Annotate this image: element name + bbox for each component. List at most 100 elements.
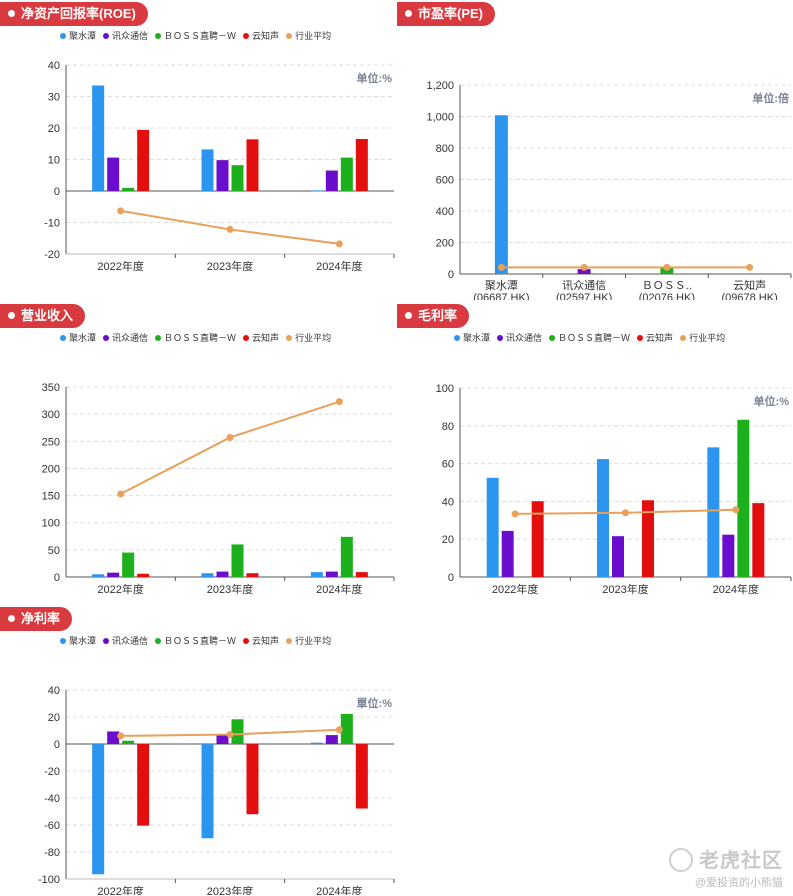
bar (92, 85, 105, 191)
legend-item[interactable]: 云知声 (243, 331, 279, 344)
legend-item[interactable]: 云知声 (243, 634, 279, 647)
legend-item[interactable]: 聚水潭 (454, 331, 490, 344)
x-tick-code: (02076.HK) (639, 292, 695, 300)
legend-item[interactable]: 讯众通信 (103, 331, 148, 344)
legend-item[interactable]: 聚水潭 (60, 331, 96, 344)
roe-title: 净资产回报率(ROE) (21, 6, 136, 21)
bar (722, 534, 735, 577)
legend-label: ＢＯＳＳ直聘－Ｗ (164, 636, 237, 646)
y-tick-label: 0 (54, 739, 60, 751)
y-tick-label: 40 (48, 60, 60, 72)
bar (92, 744, 105, 875)
bar (107, 731, 120, 744)
legend-item[interactable]: ＢＯＳＳ直聘－Ｗ (549, 331, 630, 344)
x-tick-code: (09678.HK) (721, 292, 777, 300)
x-tick-label: 2022年度 (97, 582, 143, 596)
gross-margin-legend: 聚水潭 讯众通信 ＢＯＳＳ直聘－Ｗ 云知声 行业平均 (454, 331, 732, 344)
average-point (117, 490, 125, 498)
legend-item[interactable]: 行业平均 (680, 331, 725, 344)
x-tick-label: 云知声 (733, 278, 766, 292)
y-tick-label: 250 (42, 436, 60, 448)
legend-label: 行业平均 (689, 333, 726, 343)
legend-swatch-icon (103, 334, 110, 341)
x-tick-label: 2024年度 (713, 582, 759, 596)
title-dot-icon (8, 312, 15, 320)
legend-label: 云知声 (252, 333, 280, 343)
y-tick-label: 60 (442, 459, 454, 471)
legend-item[interactable]: ＢＯＳＳ直聘－Ｗ (155, 634, 236, 647)
y-tick-label: 30 (48, 92, 60, 104)
legend-item[interactable]: 云知声 (637, 331, 673, 344)
bar (325, 571, 338, 577)
bar (577, 269, 591, 274)
legend-label: 云知声 (252, 31, 280, 41)
title-dot-icon (8, 615, 15, 623)
legend-item[interactable]: 聚水潭 (60, 29, 96, 42)
bar (216, 160, 229, 191)
bar (246, 139, 259, 191)
y-tick-label: 0 (448, 269, 454, 281)
legend-label: 讯众通信 (112, 636, 149, 646)
y-tick-label: 80 (442, 421, 454, 433)
legend-label: 行业平均 (295, 636, 332, 646)
legend-item[interactable]: 行业平均 (286, 29, 331, 42)
net-margin-legend: 聚水潭 讯众通信 ＢＯＳＳ直聘－Ｗ 云知声 行业平均 (60, 634, 338, 647)
legend-swatch-icon (286, 32, 293, 39)
bar (325, 735, 338, 744)
legend-swatch-icon (549, 334, 556, 341)
watermark: 老虎社区 @爱投资的小熊猫 (669, 844, 783, 890)
legend-item[interactable]: 云知声 (243, 29, 279, 42)
average-point (497, 263, 505, 271)
bar (122, 740, 135, 744)
x-tick-label: 2022年度 (97, 884, 143, 895)
watermark-brand: 老虎社区 (669, 844, 783, 874)
legend-label: 聚水潭 (69, 333, 97, 343)
pe-title-tag: 市盈率(PE) (397, 2, 496, 26)
legend-item[interactable]: ＢＯＳＳ直聘－Ｗ (155, 331, 236, 344)
average-point (226, 433, 234, 441)
x-tick-label: 2024年度 (316, 884, 362, 895)
revenue-legend: 聚水潭 讯众通信 ＢＯＳＳ直聘－Ｗ 云知声 行业平均 (60, 331, 338, 344)
legend-label: ＢＯＳＳ直聘－Ｗ (164, 31, 237, 41)
legend-swatch-icon (454, 334, 460, 341)
average-point (117, 207, 125, 215)
legend-item[interactable]: ＢＯＳＳ直聘－Ｗ (155, 29, 236, 42)
legend-item[interactable]: 聚水潭 (60, 634, 96, 647)
y-tick-label: 0 (54, 186, 60, 198)
legend-item[interactable]: 讯众通信 (497, 331, 542, 344)
bar (137, 129, 150, 191)
legend-swatch-icon (680, 334, 687, 341)
legend-label: 云知声 (646, 333, 674, 343)
x-tick-code: (02597.HK) (556, 292, 612, 300)
legend-swatch-icon (243, 334, 250, 341)
legend-swatch-icon (60, 637, 66, 644)
pe-title: 市盈率(PE) (418, 6, 484, 21)
legend-item[interactable]: 讯众通信 (103, 634, 148, 647)
y-tick-label: -100 (38, 874, 60, 886)
pe-chart: 1,200 1,000 800 600 400 200 0 单位:倍聚水潭(06687.HK)… (426, 80, 792, 300)
bar (201, 573, 214, 577)
bar (340, 157, 353, 191)
legend-item[interactable]: 行业平均 (286, 331, 331, 344)
gross-margin-panel: 毛利率 聚水潭 讯众通信 ＢＯＳＳ直聘－Ｗ 云知声 行业平均 100 80 60 40 20 0 单… (397, 302, 793, 602)
bar (355, 572, 368, 577)
x-tick-label: 2022年度 (97, 259, 143, 273)
revenue-title: 营业收入 (21, 308, 74, 323)
bar (325, 170, 338, 191)
bar (355, 139, 368, 191)
x-tick-code: (06687.HK) (473, 292, 529, 300)
y-tick-label: 350 (42, 382, 60, 394)
bar (201, 744, 214, 839)
y-tick-label: 20 (48, 712, 60, 724)
legend-item[interactable]: 讯众通信 (103, 29, 148, 42)
roe-chart: 40 30 20 10 0 -10 -20 单位:% 2022年度 2023年度 2024年度 (44, 60, 395, 273)
y-tick-label: 10 (48, 155, 60, 167)
y-tick-label: 1,200 (426, 80, 454, 92)
bar (246, 573, 259, 577)
average-point (335, 240, 343, 248)
average-point (732, 506, 740, 514)
y-tick-label: 300 (42, 409, 60, 421)
bar (92, 574, 105, 577)
legend-item[interactable]: 行业平均 (286, 634, 331, 647)
legend-swatch-icon (243, 32, 250, 39)
